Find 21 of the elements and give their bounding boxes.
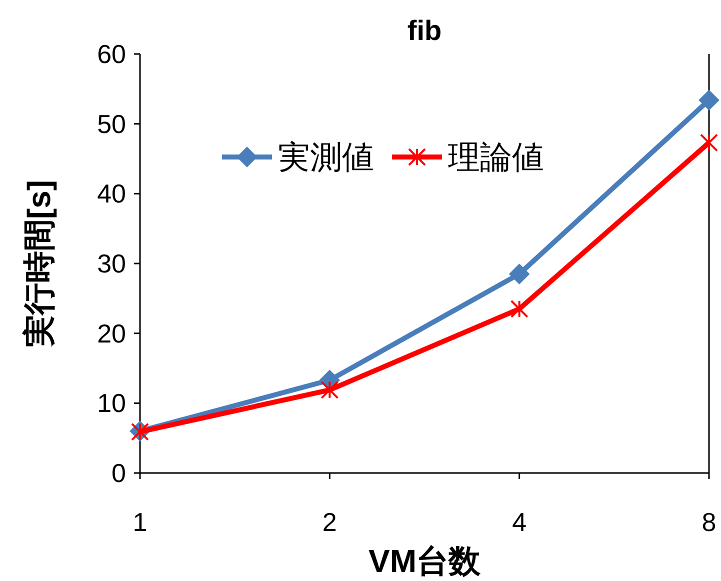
y-tick-label: 60 <box>97 39 126 69</box>
chart-title: fib <box>407 15 442 46</box>
x-tick-label: 2 <box>322 507 337 537</box>
legend-label: 実測値 <box>278 139 374 175</box>
x-axis-title: VM台数 <box>368 543 482 579</box>
y-tick-label: 30 <box>97 248 126 278</box>
x-tick-label: 8 <box>702 507 716 537</box>
point <box>700 134 718 152</box>
point <box>320 380 339 399</box>
y-tick-label: 10 <box>97 388 126 418</box>
y-tick-label: 50 <box>97 108 126 139</box>
y-tick-label: 0 <box>112 458 126 488</box>
y-tick-label: 20 <box>97 318 126 348</box>
point <box>698 90 720 110</box>
y-axis-title: 実行時間[s] <box>21 180 57 348</box>
point <box>510 300 528 318</box>
legend-label: 理論値 <box>448 139 544 175</box>
y-tick-label: 40 <box>97 178 126 209</box>
x-tick-label: 4 <box>512 507 527 537</box>
point <box>508 264 530 284</box>
x-tick-label: 1 <box>132 507 148 537</box>
